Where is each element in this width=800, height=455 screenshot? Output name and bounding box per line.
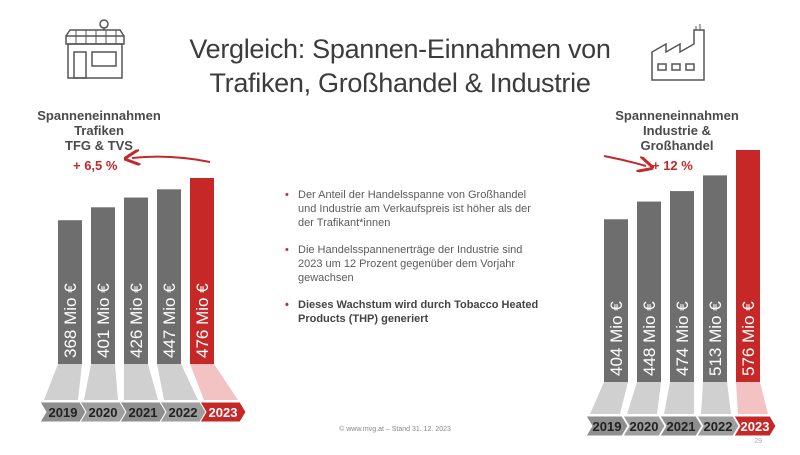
floor-segment: [190, 364, 238, 400]
year-tick-label: 2022: [704, 419, 733, 434]
bar-value-label: 474 Mio €: [673, 301, 692, 376]
bar-2020: [91, 207, 115, 364]
floor-segment: [664, 382, 694, 414]
footer-copyright: © www.mvg.at – Stand 31. 12. 2023: [339, 426, 451, 433]
bullet-dot-icon: •: [285, 244, 289, 256]
bar-value-label: 513 Mio €: [706, 301, 725, 376]
year-tab-2020: [622, 415, 666, 437]
bar-value-label: 401 Mio €: [94, 283, 113, 358]
bar-2022: [703, 175, 727, 382]
bar-2023: [190, 178, 214, 364]
floor-segment: [44, 364, 82, 400]
right-label-line: Großhandel: [640, 138, 714, 153]
bullet-dot-icon: •: [285, 299, 289, 311]
year-tick-label: 2020: [630, 419, 659, 434]
year-tab-2021: [659, 415, 703, 437]
floor-segment: [157, 364, 198, 400]
year-tick-label: 2020: [89, 405, 118, 420]
bullet-item: • Die Handelsspannenerträge der Industri…: [285, 243, 545, 285]
year-tab-2019: [585, 415, 629, 437]
bar-value-label: 448 Mio €: [640, 301, 659, 376]
floor-segment: [627, 382, 661, 414]
floor-segment: [590, 382, 628, 414]
floor-ribbon: [44, 364, 238, 400]
right-label-line: Spanneneinnahmen: [615, 108, 739, 123]
bullet-text: Der Anteil der Handelsspanne von Großhan…: [298, 189, 531, 229]
title-line-2: Trafiken, Großhandel & Industrie: [209, 68, 591, 98]
bullet-item: • Dieses Wachstum wird durch Tobacco Hea…: [285, 298, 545, 326]
left-growth-arrow: [132, 157, 211, 162]
year-tick-label: 2022: [169, 405, 198, 420]
bar-value-label: 447 Mio €: [160, 283, 179, 358]
bar-2022: [157, 189, 181, 364]
left-chart-label: Spanneneinnahmen Trafiken TFG & TVS: [14, 108, 184, 153]
floor-ribbon: [590, 382, 768, 414]
right-growth-arrow: [603, 155, 646, 166]
year-tab-2023: [733, 415, 777, 437]
page-title: Vergleich: Spannen-Einnahmen von Trafike…: [170, 32, 630, 100]
year-tab-2022: [696, 415, 740, 437]
factory-icon: [651, 24, 705, 81]
bullet-list: • Der Anteil der Handelsspanne von Großh…: [285, 188, 545, 339]
bar-2021: [124, 197, 148, 364]
bar-2023: [736, 150, 760, 382]
year-tick-label: 2019: [593, 419, 622, 434]
floor-segment: [736, 382, 768, 414]
bar-value-label: 476 Mio €: [193, 283, 212, 358]
bar-value-label: 404 Mio €: [607, 301, 626, 376]
right-chart-label: Spanneneinnahmen Industrie & Großhandel: [592, 108, 762, 153]
year-tick-label: 2021: [667, 419, 696, 434]
chart-left: 368 Mio € 2019 401 Mio € 2020 426 Mio € 2021 4…: [39, 178, 247, 423]
bar-2020: [637, 201, 661, 382]
year-tick-label: 2021: [129, 405, 158, 420]
floor-segment: [84, 364, 118, 400]
left-label-line: Trafiken: [74, 123, 124, 138]
chart-right: 404 Mio € 2019 448 Mio € 2020 474 Mio € 2021 5…: [585, 150, 777, 437]
bar-value-label: 368 Mio €: [61, 283, 80, 358]
left-label-line: TFG & TVS: [65, 138, 133, 153]
year-tab-2023: [199, 401, 247, 423]
bar-2019: [58, 220, 82, 364]
left-label-line: Spanneneinnahmen: [37, 108, 161, 123]
bar-value-label: 426 Mio €: [127, 283, 146, 358]
year-tick-label: 2019: [49, 405, 78, 420]
floor-segment: [124, 364, 158, 400]
page-number: 29: [754, 438, 762, 445]
bar-value-label: 576 Mio €: [739, 301, 758, 376]
floor-segment: [701, 382, 731, 414]
year-tick-label: 2023: [209, 405, 238, 420]
right-label-line: Industrie &: [643, 123, 711, 138]
bullet-dot-icon: •: [285, 189, 289, 201]
left-growth-label: + 6,5 %: [73, 158, 118, 173]
right-growth-label: + 12 %: [652, 158, 693, 173]
bullet-text: Dieses Wachstum wird durch Tobacco Heate…: [298, 299, 539, 325]
bullet-item: • Der Anteil der Handelsspanne von Großh…: [285, 188, 545, 230]
year-tick-label: 2023: [741, 419, 770, 434]
bullet-text: Die Handelsspannenerträge der Industrie …: [298, 244, 523, 284]
bar-2021: [670, 191, 694, 382]
shop-icon: [65, 19, 125, 79]
bar-2019: [604, 219, 628, 382]
title-line-1: Vergleich: Spannen-Einnahmen von: [189, 34, 611, 64]
